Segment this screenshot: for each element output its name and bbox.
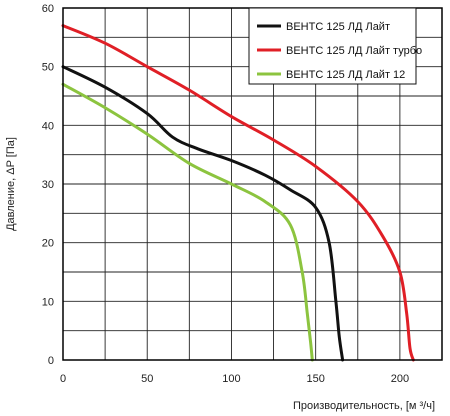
legend-label-2: ВЕНТС 125 ЛД Лайт турбо	[286, 45, 422, 57]
x-tick-label: 200	[391, 373, 409, 385]
series-line-1	[61, 65, 345, 362]
legend-box	[248, 7, 417, 85]
series-line-3	[61, 82, 314, 362]
y-tick-label: 60	[42, 3, 54, 15]
x-tick-label: 150	[306, 373, 324, 385]
y-axis-title: Давление, ΔP [Па]	[5, 137, 17, 231]
legend-label-3: ВЕНТС 125 ЛД Лайт 12	[286, 69, 405, 81]
legend: ВЕНТС 125 ЛД Лайт ВЕНТС 125 ЛД Лайт турбо…	[248, 7, 422, 85]
x-tick-label: 0	[60, 373, 66, 385]
y-tick-label: 30	[42, 179, 54, 191]
y-tick-label: 40	[42, 120, 54, 132]
y-tick-label: 0	[48, 355, 54, 367]
x-axis-title: Производительность, [м ³/ч]	[293, 400, 435, 412]
series-group	[61, 24, 415, 362]
tick-labels: 0 50 100 150 200 0 10 20 30 40 50 60	[42, 3, 409, 385]
y-tick-label: 50	[42, 62, 54, 74]
x-tick-label: 100	[222, 373, 240, 385]
y-tick-label: 20	[42, 238, 54, 250]
legend-label-1: ВЕНТС 125 ЛД Лайт	[286, 21, 390, 33]
series-line-2	[61, 24, 415, 362]
x-tick-label: 50	[141, 373, 153, 385]
y-tick-label: 10	[42, 296, 54, 308]
